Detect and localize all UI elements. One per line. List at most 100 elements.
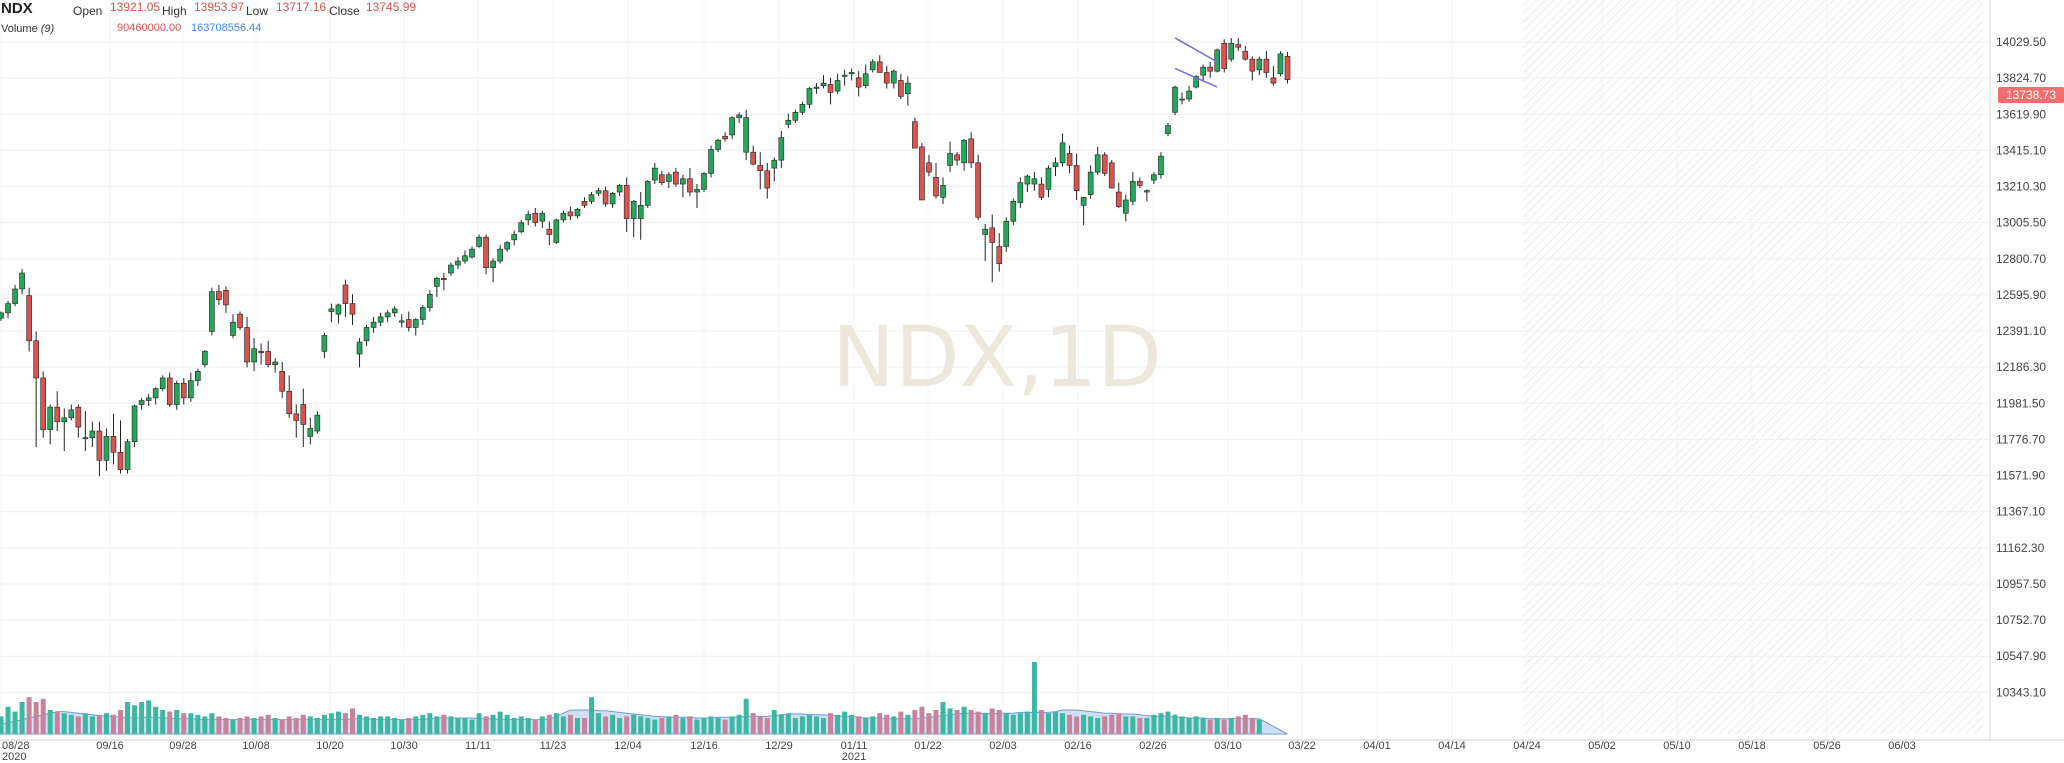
candle-body	[188, 380, 194, 399]
candle-body	[321, 335, 328, 352]
candle-body	[560, 212, 567, 221]
candle-body	[131, 405, 138, 442]
candle	[862, 64, 869, 89]
candle-body	[933, 177, 939, 197]
candle	[644, 180, 651, 208]
volume-bar	[694, 719, 700, 734]
candle	[588, 192, 595, 204]
candle-body	[996, 246, 1003, 265]
volume-bar	[771, 710, 777, 734]
volume-bar	[856, 716, 862, 734]
volume-bar	[954, 710, 960, 734]
candle	[1221, 39, 1228, 73]
volume-bar	[821, 718, 827, 734]
volume-bar	[849, 714, 855, 734]
volume-bar	[251, 718, 257, 734]
candle	[103, 428, 110, 471]
candle-body	[103, 436, 110, 461]
volume-bar	[378, 716, 384, 734]
candle	[630, 199, 637, 238]
candle-body	[630, 201, 637, 219]
open-label: Open	[73, 4, 103, 18]
candle	[455, 257, 461, 270]
volume-bar	[835, 714, 841, 734]
candle-body	[1066, 153, 1073, 166]
low-value: 13717.16	[276, 0, 327, 14]
volume-bar	[525, 718, 531, 734]
candle-body	[209, 291, 215, 332]
candle	[1038, 177, 1045, 200]
candle-body	[5, 303, 11, 314]
candle-body	[553, 219, 560, 243]
candle	[131, 404, 138, 448]
candle-body	[637, 204, 644, 219]
volume-bar	[314, 718, 320, 734]
candle-body	[335, 304, 342, 315]
candle	[1277, 51, 1284, 77]
candle-body	[567, 211, 574, 217]
x-tick-label: 02/16	[1064, 740, 1092, 752]
volume-bar	[1228, 718, 1234, 734]
candle	[989, 214, 996, 283]
volume-bar	[427, 713, 433, 734]
candle-body	[905, 82, 911, 95]
volume-bar	[1116, 713, 1122, 734]
volume-bar	[293, 718, 299, 734]
candle	[1165, 122, 1171, 137]
candle	[982, 223, 989, 262]
volume-bar	[645, 718, 651, 734]
volume-bar	[399, 719, 405, 734]
volume-bar	[434, 716, 440, 734]
x-axis: 08/28 09/16 09/28 10/08 10/20 10/30 11/11 11/23…	[2, 740, 1916, 763]
candle-body	[398, 320, 405, 323]
candle-body	[272, 361, 278, 365]
candle-body	[659, 174, 665, 184]
x-tick-label: 12/04	[614, 740, 642, 752]
candles[interactable]	[0, 37, 1291, 477]
volume-bar	[40, 698, 46, 734]
candle	[483, 234, 489, 275]
candle-body	[883, 72, 890, 84]
candle	[145, 393, 152, 406]
candle-body	[40, 377, 46, 431]
candle-body	[152, 388, 159, 399]
volume-bar	[877, 713, 883, 734]
candle-body	[1207, 66, 1213, 72]
volume-bar	[1200, 718, 1206, 734]
trendlines[interactable]	[1174, 37, 1218, 88]
candle	[687, 168, 693, 196]
candle-body	[293, 413, 300, 421]
volume-bar	[1024, 711, 1030, 734]
candle	[666, 172, 672, 189]
x-tick-label: 04/01	[1363, 740, 1391, 752]
candle	[441, 273, 447, 291]
volume-bar	[870, 716, 876, 734]
volume-bar	[96, 714, 102, 734]
volume-bar	[1172, 714, 1178, 734]
candle-body	[954, 154, 960, 161]
volume-bar	[799, 716, 805, 734]
candle-body	[743, 117, 749, 153]
candle-body	[975, 162, 981, 218]
candle	[300, 388, 307, 448]
candle	[799, 101, 806, 115]
y-tick-label: 13210.30	[1996, 180, 2046, 194]
candle	[152, 387, 159, 405]
candle	[202, 350, 208, 368]
candle	[694, 184, 700, 208]
x-year-label: 2021	[842, 751, 866, 763]
volume-bar	[785, 713, 791, 734]
volume-bar	[553, 713, 559, 734]
candle-body	[1010, 201, 1017, 222]
candle-body	[1087, 171, 1094, 195]
volume-bar	[736, 714, 742, 734]
volume-bar	[216, 716, 222, 734]
volume-bar	[926, 713, 932, 734]
candle-body	[644, 181, 651, 206]
candle-body	[715, 139, 721, 150]
candle-body	[68, 409, 75, 419]
candle-body	[778, 137, 785, 161]
volume-bar	[350, 708, 355, 734]
